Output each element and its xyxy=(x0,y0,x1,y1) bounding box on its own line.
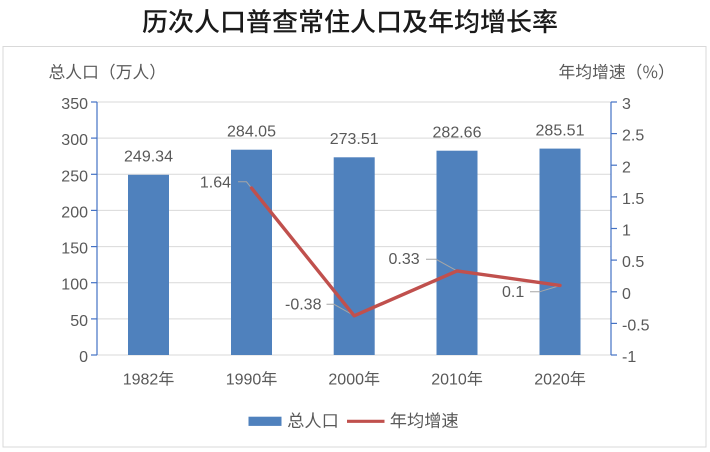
svg-text:-0.38: -0.38 xyxy=(285,297,322,314)
svg-text:0: 0 xyxy=(79,349,88,366)
svg-text:285.51: 285.51 xyxy=(536,122,585,139)
svg-text:-0.5: -0.5 xyxy=(622,317,650,334)
svg-text:3: 3 xyxy=(622,96,631,113)
svg-text:50: 50 xyxy=(70,313,88,330)
svg-text:249.34: 249.34 xyxy=(124,149,173,166)
svg-text:273.51: 273.51 xyxy=(330,131,379,148)
svg-text:2.5: 2.5 xyxy=(622,128,644,145)
svg-text:0.1: 0.1 xyxy=(502,284,524,301)
svg-text:1982: 1982 xyxy=(123,372,159,389)
svg-text:1990: 1990 xyxy=(226,372,262,389)
svg-text:2000: 2000 xyxy=(328,372,364,389)
svg-text:0: 0 xyxy=(622,286,631,303)
svg-text:282.66: 282.66 xyxy=(433,124,482,141)
svg-text:2: 2 xyxy=(622,159,631,176)
svg-text:0.5: 0.5 xyxy=(622,254,644,271)
svg-text:0.33: 0.33 xyxy=(389,251,420,268)
svg-text:1.5: 1.5 xyxy=(622,191,644,208)
svg-text:-1: -1 xyxy=(622,349,636,366)
svg-text:284.05: 284.05 xyxy=(227,123,276,140)
svg-text:300: 300 xyxy=(61,132,88,149)
svg-text:2010: 2010 xyxy=(431,372,467,389)
svg-text:350: 350 xyxy=(61,96,88,113)
svg-text:150: 150 xyxy=(61,241,88,258)
svg-text:250: 250 xyxy=(61,168,88,185)
svg-text:1.64: 1.64 xyxy=(200,174,231,191)
svg-text:200: 200 xyxy=(61,204,88,221)
svg-text:1: 1 xyxy=(622,223,631,240)
svg-text:100: 100 xyxy=(61,277,88,294)
svg-text:2020: 2020 xyxy=(534,372,570,389)
